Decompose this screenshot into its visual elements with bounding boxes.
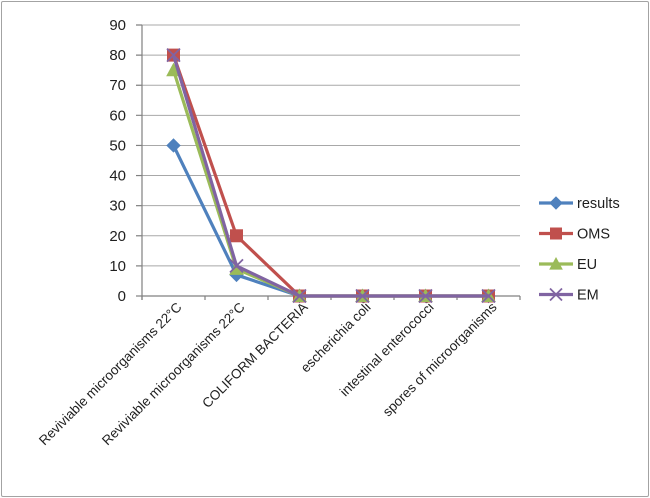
series-line-EU [171, 68, 491, 298]
y-tick-label: 40 [109, 168, 126, 185]
series-line-EM [171, 53, 491, 298]
legend-label-EU: EU [577, 257, 597, 273]
diamond-marker [549, 196, 563, 210]
y-tick-label: 80 [109, 47, 126, 64]
x-marker [549, 287, 563, 302]
diamond-marker [166, 138, 181, 153]
legend-item-OMS: OMS [539, 227, 610, 243]
square-marker [230, 229, 243, 243]
triangle-marker [549, 256, 563, 270]
legend-label-OMS: OMS [577, 227, 610, 243]
x-tick-label: COLIFORM BACTERIA [199, 300, 310, 411]
y-axis-labels: 0 10 20 30 40 50 60 70 80 90 [109, 17, 126, 305]
y-tick-label: 0 [118, 288, 126, 305]
y-tick-label: 70 [109, 77, 126, 94]
x-axis-labels: Reviviable microorganisms 22°CReviviable… [36, 299, 500, 448]
legend-label-results: results [577, 196, 620, 212]
series-results [166, 138, 496, 304]
x-marker [229, 258, 244, 274]
y-tick-label: 30 [109, 198, 126, 215]
y-tick-label: 90 [109, 17, 126, 34]
x-marker [166, 47, 181, 63]
y-tick-label: 10 [109, 258, 126, 275]
x-tick-label: spores of microorganisms [380, 299, 500, 419]
y-tick-label: 20 [109, 228, 126, 245]
x-marker [292, 288, 307, 304]
x-marker [355, 288, 370, 304]
y-tick-label: 60 [109, 107, 126, 124]
legend-item-EM: EM [539, 288, 599, 304]
legend-item-results: results [539, 196, 620, 212]
legend-label-EM: EM [577, 288, 599, 304]
legend-item-EU: EU [539, 256, 597, 273]
legend: results OMS EU EM [539, 196, 620, 304]
series-EM [166, 47, 496, 304]
x-marker [481, 288, 496, 304]
x-marker [418, 288, 433, 304]
square-marker [550, 227, 562, 240]
axes [136, 24, 521, 300]
y-tick-label: 50 [109, 137, 126, 154]
